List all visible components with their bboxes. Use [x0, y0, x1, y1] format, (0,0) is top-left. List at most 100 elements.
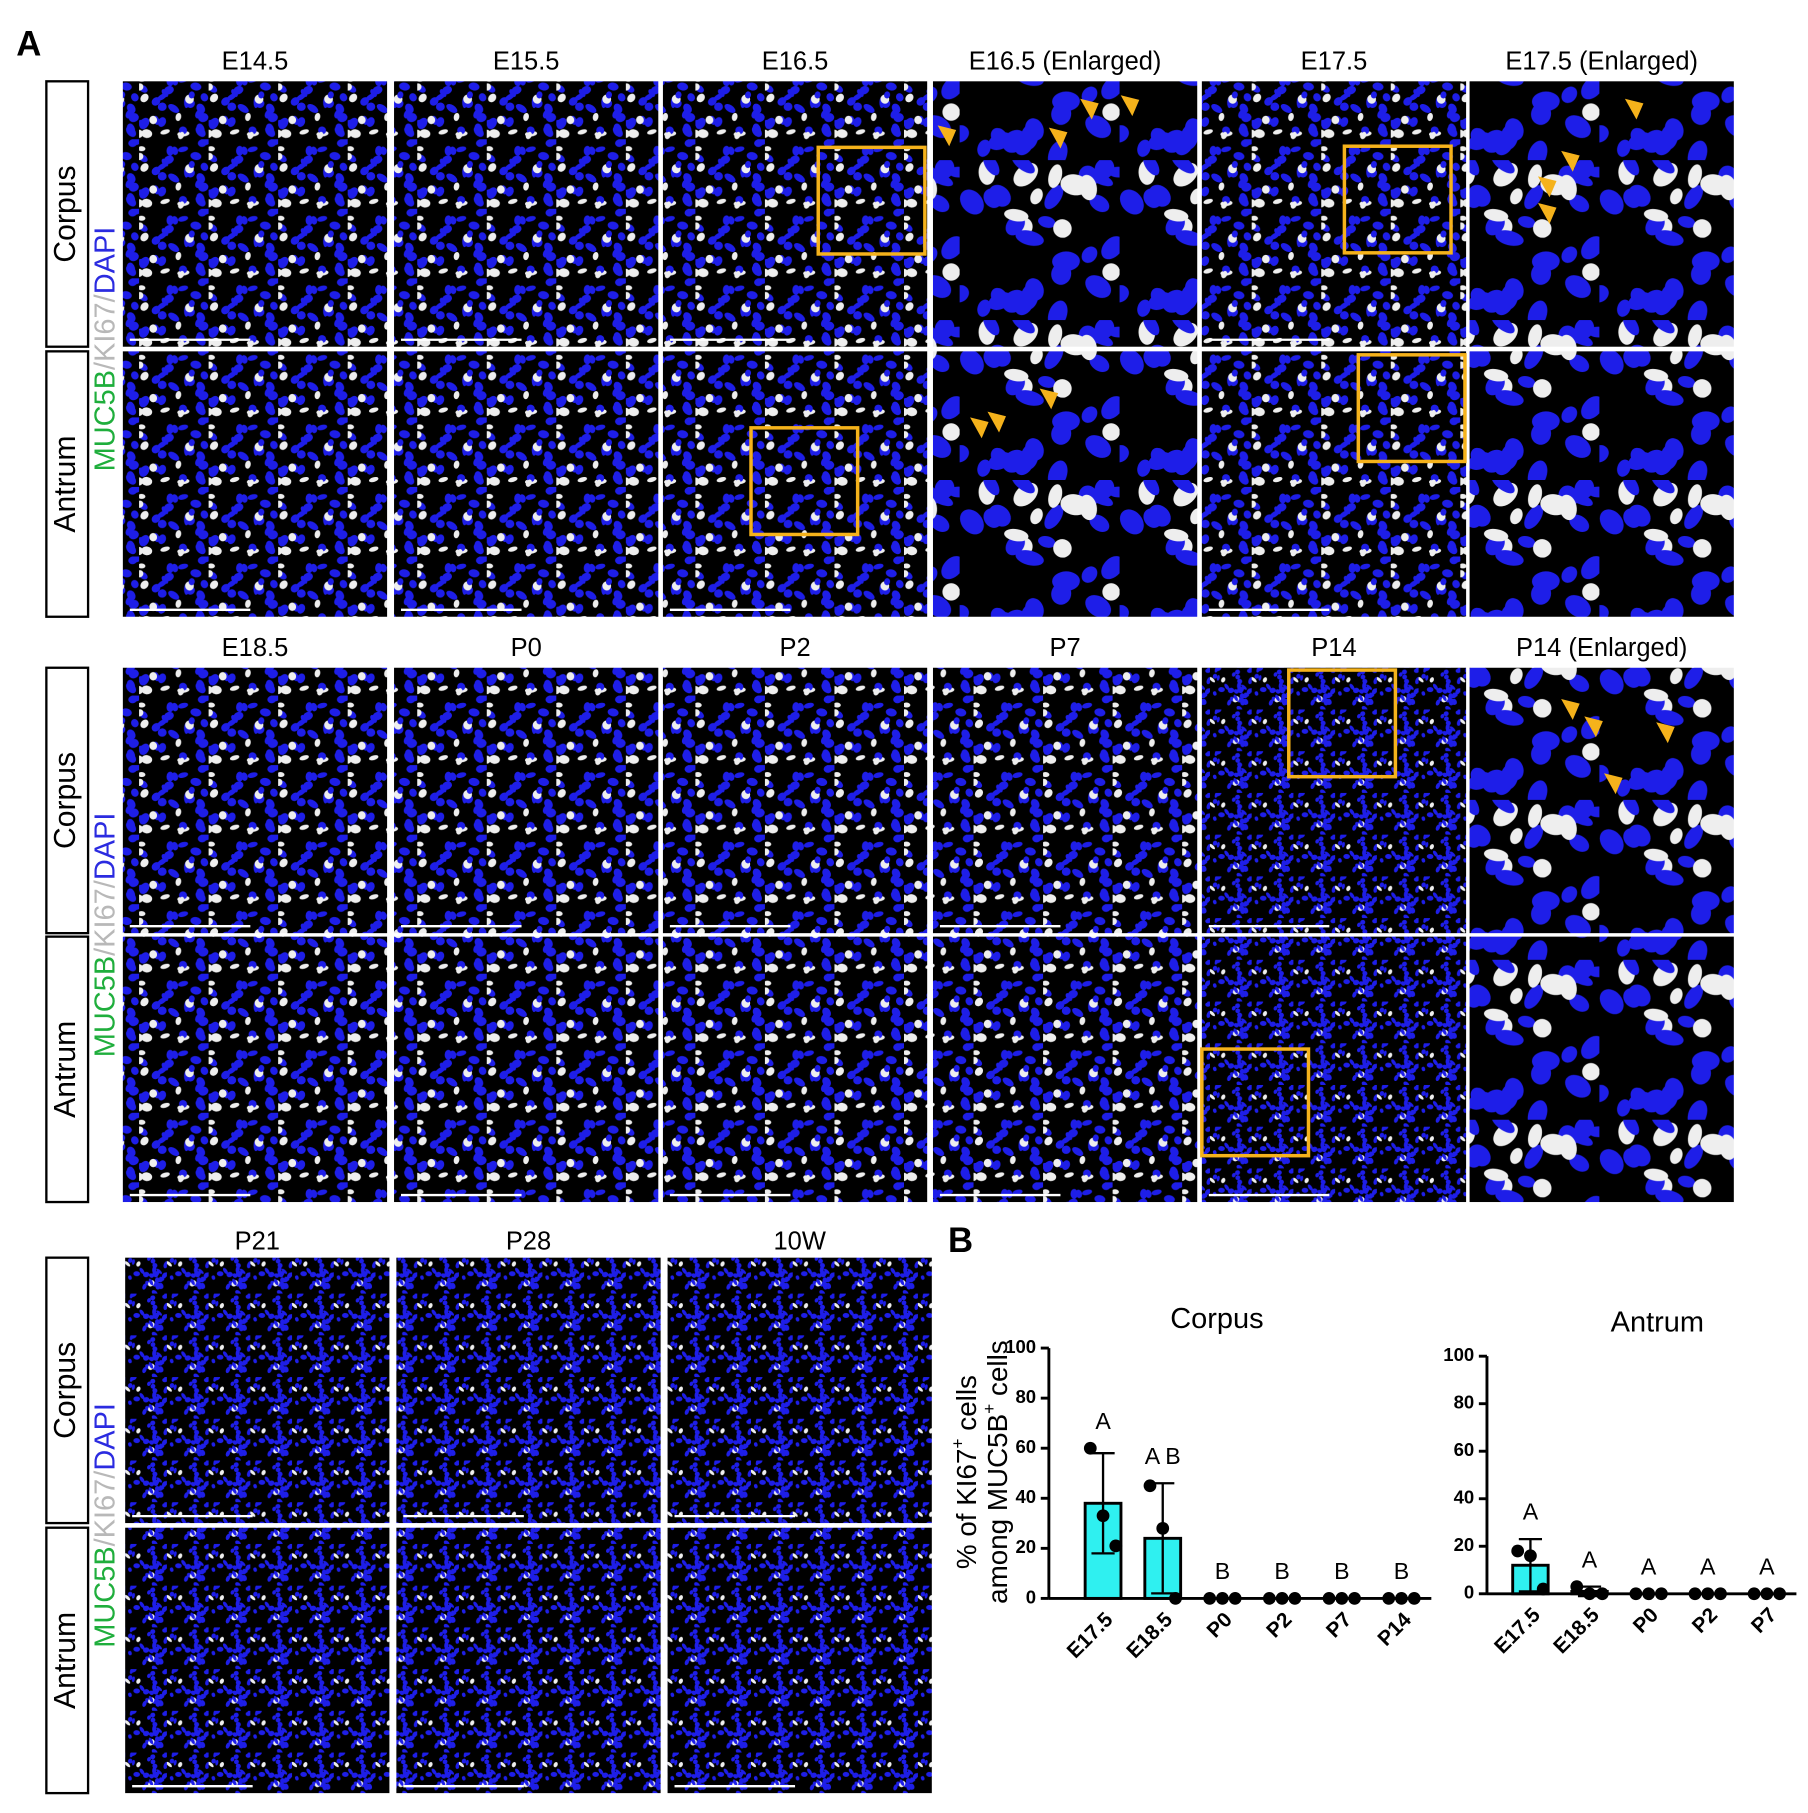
stain-part: /KI67/: [89, 293, 121, 370]
data-point: [1701, 1587, 1715, 1601]
stain-label: MUC5B/KI67/DAPI: [89, 813, 121, 1058]
column-title: P28: [506, 1227, 551, 1255]
arrowhead: [1080, 98, 1099, 120]
data-point: [1156, 1521, 1170, 1535]
y-tick-label: 80: [1454, 1392, 1475, 1413]
stain-part: /KI67/: [89, 879, 121, 956]
significance-letter: A: [1523, 1499, 1539, 1525]
data-point: [1524, 1549, 1537, 1563]
micrograph: [667, 1527, 932, 1794]
y-tick-label: 100: [1443, 1344, 1474, 1365]
y-tick-label: 60: [1015, 1436, 1036, 1457]
column-title: E15.5: [493, 48, 560, 76]
chart-title: Corpus: [1170, 1303, 1263, 1335]
y-tick-label: 60: [1454, 1439, 1475, 1460]
data-point: [1773, 1587, 1786, 1601]
column-title: E16.5 (Enlarged): [969, 48, 1162, 76]
data-point: [1511, 1544, 1525, 1558]
stain-label: MUC5B/KI67/DAPI: [89, 1403, 121, 1648]
data-point: [1262, 1592, 1276, 1605]
column-title: E14.5: [222, 48, 289, 76]
column-title: P7: [1050, 634, 1081, 662]
arrowhead: [1537, 203, 1557, 224]
micrograph: [932, 351, 1198, 617]
column-title: 10W: [773, 1227, 825, 1255]
stain-part: MUC5B: [89, 956, 121, 1057]
column-title: E18.5: [222, 634, 289, 662]
zoom-box: [1342, 144, 1453, 255]
data-point: [1595, 1587, 1609, 1601]
arrowhead: [970, 417, 989, 439]
micrograph: [1469, 936, 1734, 1203]
micrograph: [125, 1527, 390, 1794]
micrograph: [396, 1527, 661, 1794]
stain-part: MUC5B: [89, 1546, 121, 1647]
column-title: P2: [779, 634, 810, 662]
y-tick-label: 0: [1026, 1586, 1036, 1607]
arrowhead: [1039, 388, 1059, 410]
row-label-box: [45, 1526, 90, 1795]
data-point: [1642, 1587, 1656, 1601]
micrograph: [122, 351, 388, 617]
micrograph: [1469, 351, 1734, 617]
zoom-box: [1287, 668, 1398, 779]
x-tick-label: E18.5: [1122, 1608, 1177, 1663]
micrograph: [932, 667, 1198, 934]
arrowhead: [1624, 98, 1644, 120]
y-tick-label: 20: [1015, 1536, 1036, 1557]
micrograph: [1469, 667, 1734, 934]
arrowhead: [1120, 95, 1140, 117]
data-point: [1169, 1592, 1182, 1605]
significance-letter: A: [1759, 1553, 1775, 1579]
micrograph: [1201, 351, 1467, 617]
x-tick-label: E17.5: [1490, 1603, 1545, 1658]
data-point: [1275, 1592, 1289, 1605]
x-tick-label: E18.5: [1549, 1603, 1604, 1658]
row-label-box: [45, 666, 90, 935]
superscript: +: [947, 1438, 967, 1448]
micrograph: [394, 351, 659, 617]
micrograph: [662, 667, 928, 934]
arrowhead: [1537, 176, 1557, 198]
arrowhead: [987, 411, 1006, 433]
significance-letter: B: [1215, 1558, 1230, 1584]
zoom-box: [1200, 1047, 1311, 1158]
row-label: Antrum: [49, 1021, 82, 1118]
data-point: [1536, 1582, 1550, 1596]
x-tick-label: E17.5: [1063, 1608, 1118, 1663]
arrowhead: [1656, 722, 1675, 744]
micrograph: [122, 81, 388, 347]
zoom-box: [749, 426, 860, 537]
stain-part: MUC5B: [89, 370, 121, 471]
y-tick-label: 100: [1005, 1336, 1036, 1357]
row-label: Corpus: [49, 1342, 82, 1439]
label-part: among MUC5B: [983, 1414, 1014, 1604]
arrowhead: [1584, 716, 1603, 738]
data-point: [1096, 1509, 1110, 1523]
data-point: [1216, 1592, 1229, 1605]
data-point: [1583, 1587, 1596, 1601]
data-point: [1760, 1587, 1774, 1601]
arrowhead: [1561, 699, 1580, 720]
data-point: [1714, 1587, 1727, 1601]
micrograph: [394, 667, 659, 934]
data-point: [1629, 1587, 1643, 1601]
micrograph: [932, 936, 1198, 1203]
micrograph: [125, 1257, 390, 1524]
column-title: P14: [1311, 634, 1356, 662]
x-tick-label: P2: [1688, 1603, 1722, 1637]
data-point: [1688, 1587, 1702, 1601]
micrograph: [394, 81, 659, 347]
row-label: Corpus: [49, 165, 82, 262]
significance-letter: A: [1641, 1553, 1657, 1579]
significance-letter: B: [1394, 1558, 1409, 1584]
zoom-box: [1356, 353, 1467, 464]
data-point: [1382, 1592, 1396, 1605]
superscript: +: [978, 1404, 998, 1414]
micrograph: [1201, 936, 1467, 1203]
stain-part: DAPI: [89, 227, 121, 295]
data-point: [1335, 1592, 1349, 1605]
y-tick-label: 40: [1454, 1487, 1475, 1508]
x-tick-label: P0: [1629, 1603, 1663, 1637]
